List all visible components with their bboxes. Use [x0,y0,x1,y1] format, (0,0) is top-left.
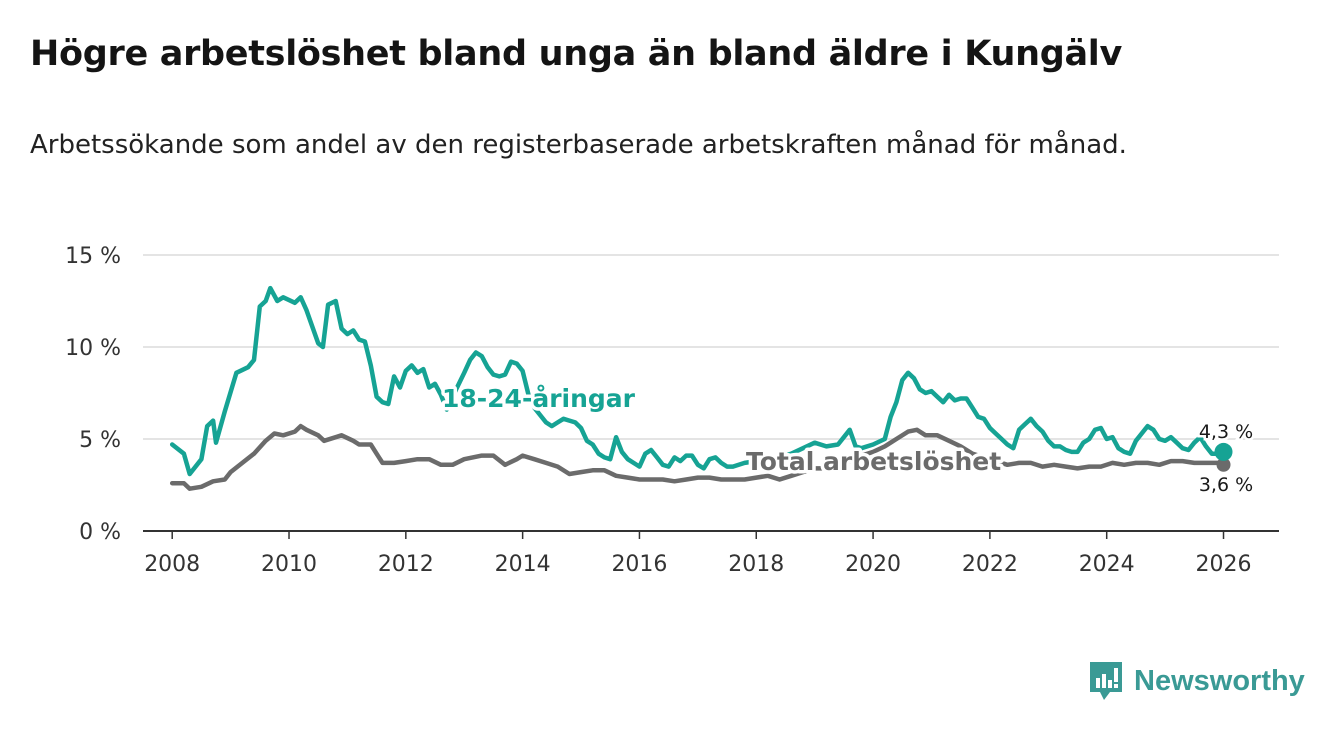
x-tick-label: 2008 [144,552,200,577]
x-tick-label: 2026 [1196,552,1252,577]
x-tick-label: 2020 [845,552,901,577]
series-label-youth: 18-24-åringar [442,384,636,413]
series-labels: 18-24-åringar Total arbetslöshet 4,3 % 3,6 … [439,381,1256,499]
x-tick-label: 2024 [1079,552,1135,577]
x-tick-label: 2014 [495,552,551,577]
x-tick-label: 2012 [378,552,434,577]
y-axis-ticks: 0 % 5 % 10 % 15 % [65,244,121,545]
chart-title: Högre arbetslöshet bland unga än bland ä… [30,34,1122,74]
chart-subtitle: Arbetssökande som andel av den registerb… [30,130,1127,160]
newsworthy-logo-icon [1090,662,1122,700]
x-tick-label: 2010 [261,552,317,577]
x-tick-label: 2018 [728,552,784,577]
x-axis: 2008 2010 2012 2014 2016 2018 2020 2022 2024 2026 [143,530,1279,577]
x-tick-label: 2016 [611,552,667,577]
series-line-total [169,423,1226,491]
end-value-youth: 4,3 % [1199,421,1253,443]
brand-name: Newsworthy [1134,664,1305,697]
y-tick-label: 10 % [65,336,121,361]
end-point-youth [1214,442,1233,461]
series-line-youth [169,285,1226,477]
grid-lines [143,254,1279,440]
y-tick-label: 15 % [65,244,121,269]
y-tick-label: 0 % [79,520,121,545]
end-value-total: 3,6 % [1199,474,1253,496]
line-chart: 0 %5 %10 %15 % 2008 2010 2012 2014 2016 2018 2… [65,244,1279,577]
x-tick-label: 2022 [962,552,1018,577]
end-point-total [1216,457,1231,472]
y-tick-label: 5 % [79,428,121,453]
series-lines [169,285,1233,491]
newsworthy-logo: Newsworthy [1088,660,1305,702]
series-label-total: Total arbetslöshet [746,447,1001,476]
